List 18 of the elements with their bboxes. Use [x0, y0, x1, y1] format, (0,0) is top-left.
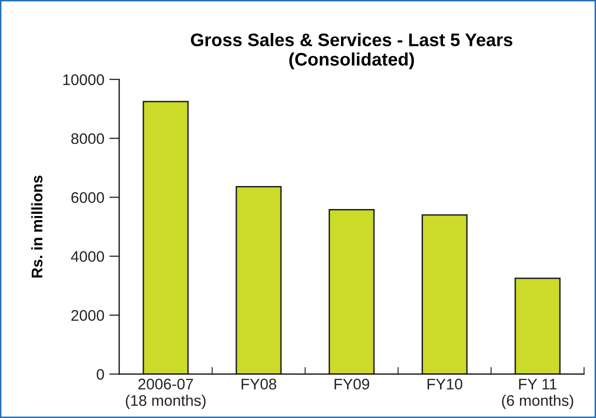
x-tick-label: FY10: [428, 378, 462, 390]
y-tick-label: 0: [96, 368, 104, 380]
bar: [236, 186, 282, 374]
x-tick-label: 2006-07 (18 months): [126, 378, 206, 409]
y-tick-label: 2000: [71, 310, 104, 321]
x-tick-label: FY 11 (6 months): [502, 378, 574, 409]
y-tick-label: 10000: [63, 74, 104, 86]
y-tick-label: 6000: [71, 192, 104, 203]
bar: [514, 278, 561, 374]
chart-title: Gross Sales & Services - Last 5 Years (Consolidated): [190, 33, 512, 70]
y-axis-title: Rs. in millions: [31, 176, 42, 278]
y-tick-label: 8000: [71, 133, 104, 144]
x-tick-label: FY09: [334, 378, 370, 390]
y-tick-label: 4000: [70, 251, 104, 262]
bar: [142, 100, 189, 374]
bar: [422, 214, 468, 374]
x-tick-label: FY08: [242, 378, 276, 390]
bar: [328, 208, 375, 374]
